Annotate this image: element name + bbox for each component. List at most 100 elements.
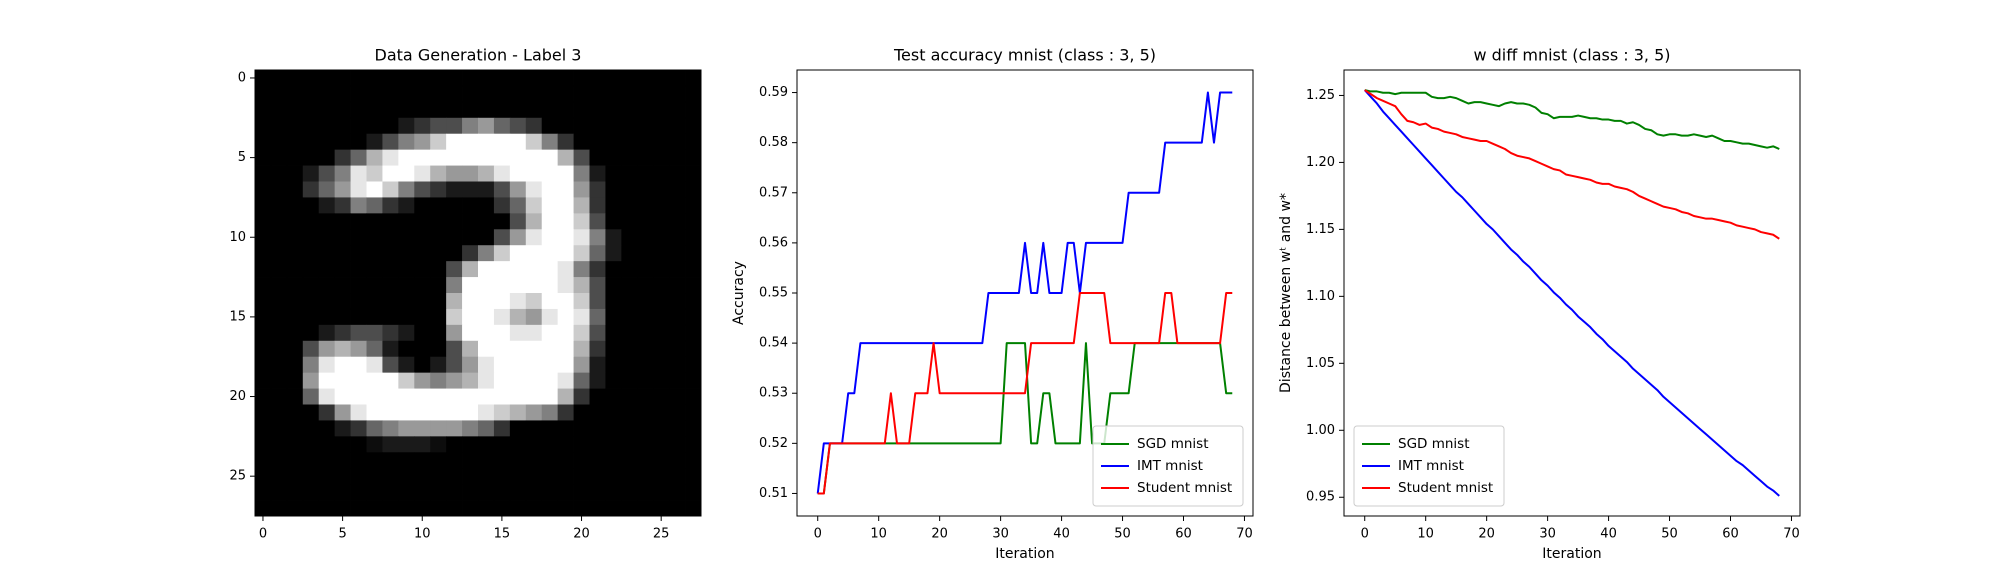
pixel bbox=[525, 277, 543, 294]
pixel bbox=[621, 197, 638, 214]
pixel bbox=[573, 420, 590, 437]
pixel bbox=[637, 500, 654, 517]
pixel bbox=[302, 500, 320, 517]
pixel bbox=[573, 229, 590, 246]
pixel bbox=[430, 356, 447, 374]
pixel bbox=[669, 468, 686, 485]
pixel bbox=[302, 149, 320, 166]
pixel bbox=[398, 484, 415, 501]
pixel bbox=[621, 420, 638, 437]
pixel bbox=[621, 101, 638, 119]
x-tick-label: 50 bbox=[1661, 527, 1678, 542]
pixel bbox=[478, 101, 495, 119]
pixel bbox=[366, 229, 383, 246]
pixel bbox=[478, 229, 495, 246]
pixel bbox=[446, 436, 463, 453]
pixel bbox=[462, 133, 479, 151]
pixel bbox=[685, 436, 702, 453]
pixel bbox=[446, 165, 463, 182]
pixel bbox=[653, 404, 670, 421]
pixel bbox=[366, 261, 383, 278]
pixel bbox=[270, 372, 288, 389]
pixel bbox=[493, 117, 511, 135]
pixel bbox=[541, 308, 559, 326]
pixel bbox=[637, 277, 654, 294]
pixel bbox=[653, 324, 670, 342]
y-tick-label: 0.56 bbox=[759, 235, 788, 250]
pixel bbox=[509, 165, 527, 182]
pixel bbox=[573, 70, 590, 87]
pixel bbox=[366, 213, 383, 230]
pixel bbox=[286, 70, 304, 87]
pixel bbox=[255, 356, 272, 374]
pixel bbox=[637, 356, 654, 374]
pixel bbox=[605, 324, 622, 342]
pixel bbox=[589, 101, 606, 119]
pixel bbox=[334, 484, 351, 501]
pixel bbox=[621, 356, 638, 374]
pixel bbox=[653, 85, 670, 103]
pixel bbox=[637, 117, 654, 135]
pixel bbox=[430, 372, 447, 389]
pixel bbox=[382, 213, 399, 230]
pixel bbox=[350, 436, 367, 453]
pixel bbox=[270, 356, 288, 374]
pixel bbox=[255, 197, 272, 214]
pixel bbox=[478, 372, 495, 389]
pixel bbox=[430, 101, 447, 119]
pixel bbox=[541, 213, 559, 230]
pixel bbox=[621, 117, 638, 135]
pixel bbox=[557, 261, 574, 278]
pixel bbox=[430, 277, 447, 294]
pixel bbox=[255, 245, 272, 262]
pixel bbox=[557, 117, 574, 135]
pixel bbox=[334, 468, 351, 485]
pixel bbox=[446, 261, 463, 278]
pixel bbox=[541, 117, 559, 135]
pixel bbox=[685, 404, 702, 421]
pixel bbox=[350, 70, 367, 87]
pixel bbox=[605, 340, 622, 358]
pixel bbox=[318, 500, 336, 517]
pixel bbox=[589, 404, 606, 421]
pixel bbox=[478, 404, 495, 421]
pixel bbox=[414, 229, 431, 246]
pixel bbox=[270, 452, 288, 469]
pixel bbox=[573, 484, 590, 501]
pixel bbox=[493, 293, 511, 310]
pixel bbox=[398, 324, 415, 342]
pixel bbox=[589, 436, 606, 453]
y-tick-label: 0.95 bbox=[1306, 490, 1335, 505]
pixel bbox=[669, 229, 686, 246]
pixel bbox=[334, 372, 351, 389]
pixel bbox=[318, 404, 336, 421]
y-tick-label: 20 bbox=[229, 389, 246, 404]
pixel bbox=[685, 149, 702, 166]
legend-label: SGD mnist bbox=[1398, 436, 1470, 452]
pixel bbox=[414, 308, 431, 326]
pixel bbox=[286, 356, 304, 374]
pixel bbox=[366, 197, 383, 214]
pixel bbox=[302, 293, 320, 310]
y-axis-label: Accuracy bbox=[731, 261, 747, 325]
pixel bbox=[382, 388, 399, 405]
pixel bbox=[446, 70, 463, 87]
pixel bbox=[669, 85, 686, 103]
pixel bbox=[430, 117, 447, 135]
series-line bbox=[816, 91, 1233, 494]
pixel bbox=[493, 197, 511, 214]
chart-panel: 0 5 10 15 20 25 0 5 10 15 20 25 Data Generation - La… bbox=[229, 46, 702, 542]
pixel bbox=[557, 308, 574, 326]
pixel bbox=[573, 165, 590, 182]
pixel bbox=[350, 181, 367, 198]
y-axis-label: Distance between wᵗ and w* bbox=[1278, 193, 1294, 393]
pixel bbox=[430, 165, 447, 182]
pixel bbox=[430, 436, 447, 453]
pixel bbox=[334, 404, 351, 421]
pixel bbox=[685, 261, 702, 278]
pixel bbox=[525, 70, 543, 87]
pixel bbox=[430, 149, 447, 166]
pixel bbox=[509, 261, 527, 278]
pixel bbox=[589, 324, 606, 342]
pixel bbox=[430, 452, 447, 469]
